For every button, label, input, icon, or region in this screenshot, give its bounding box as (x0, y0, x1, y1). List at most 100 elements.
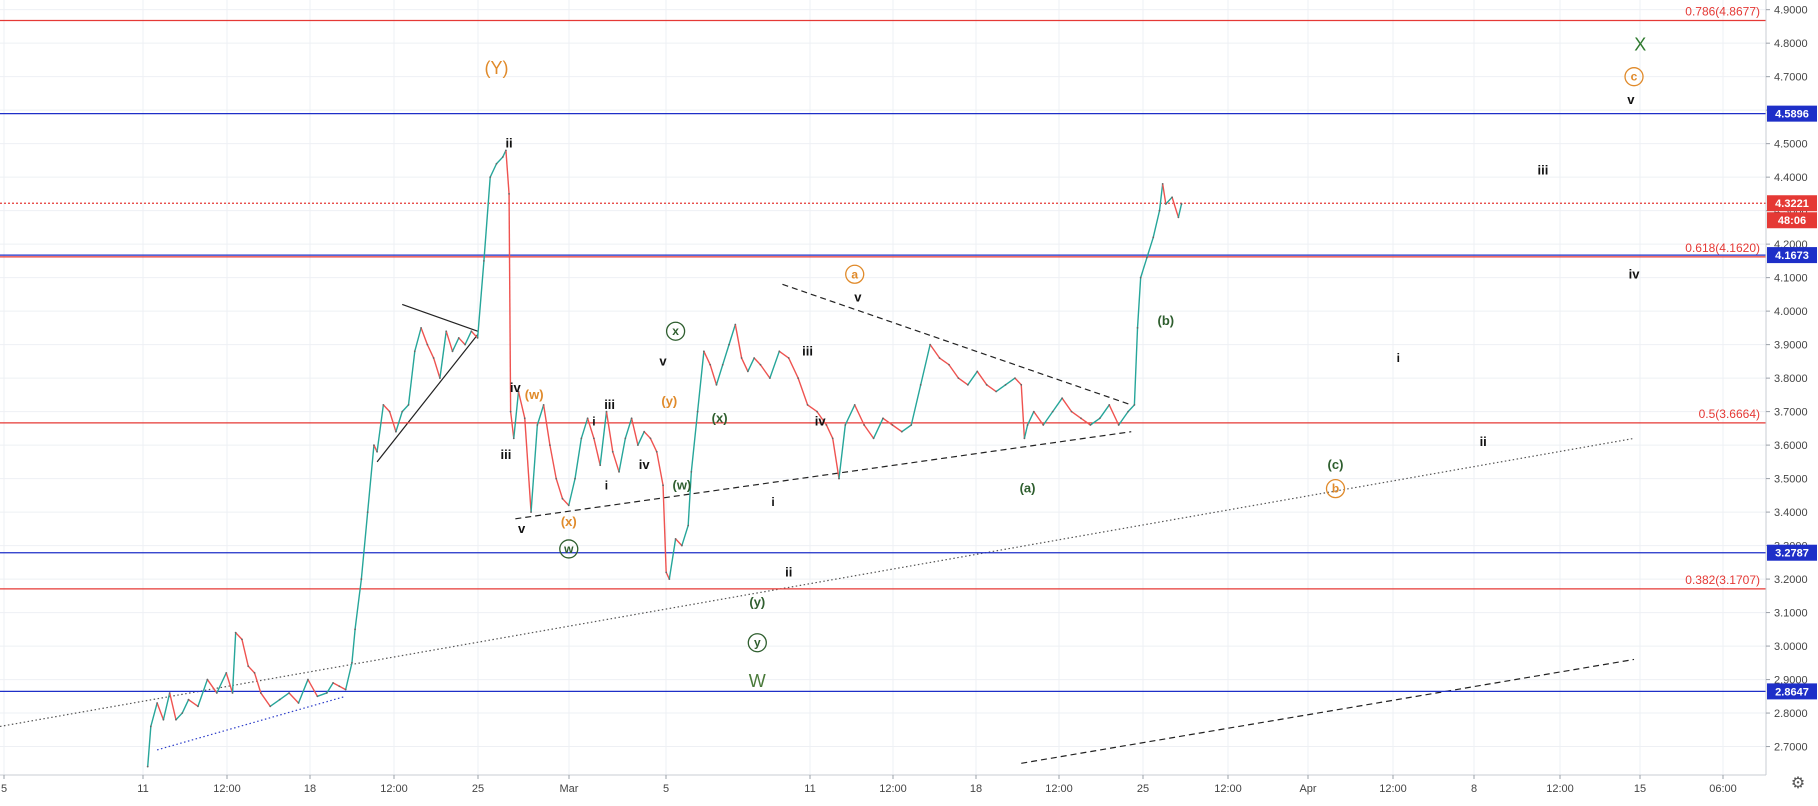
price-segment (995, 384, 1006, 393)
price-segment (929, 344, 941, 359)
price-point (929, 343, 932, 346)
price-axis-label: 3.5000 (1774, 474, 1808, 486)
trend-line-pennant-top (402, 303, 478, 332)
price-point (1042, 424, 1045, 426)
price-point (512, 437, 515, 440)
price-segment (1108, 404, 1120, 426)
price-segment (675, 538, 683, 547)
price-segment (354, 578, 363, 630)
price-point (630, 417, 633, 420)
price-segment (505, 150, 510, 194)
price-segment (656, 451, 664, 486)
price-point (1117, 424, 1120, 426)
trend-line-channel-dashed-bottom (1021, 658, 1635, 764)
price-segment (715, 364, 724, 386)
wave-label: iii (802, 343, 813, 358)
fib-level-label: 0.5(3.6664) (1699, 407, 1760, 421)
price-point (985, 383, 988, 386)
price-segment (395, 411, 403, 432)
settings-gear-icon[interactable]: ⚙ (1790, 775, 1806, 792)
price-segment (260, 692, 271, 707)
wave-label: i (605, 478, 608, 492)
price-segment (1020, 384, 1026, 439)
price-point (636, 444, 639, 447)
price-point (401, 410, 404, 413)
price-segment (495, 156, 504, 165)
price-segment (513, 391, 520, 439)
price-point (351, 661, 353, 664)
time-axis-label: 8 (1471, 783, 1477, 795)
price-point (593, 437, 595, 440)
price-segment (649, 438, 658, 453)
price-segment (593, 438, 601, 466)
price-point (523, 417, 526, 420)
price-segment (797, 377, 809, 406)
price-point (872, 437, 875, 440)
price-segment (709, 364, 718, 386)
price-segment (967, 371, 978, 386)
price-segment (197, 679, 209, 707)
price-segment (247, 665, 256, 674)
price-segment (426, 344, 435, 359)
price-point (332, 682, 334, 684)
price-segment (722, 344, 730, 365)
price-point (1177, 216, 1180, 219)
price-point (1070, 410, 1073, 413)
price-point (505, 149, 507, 152)
time-axis-label: 18 (970, 783, 982, 795)
price-point (605, 410, 608, 413)
time-axis-label: 11 (137, 783, 148, 795)
price-segment (1080, 417, 1091, 426)
price-point (957, 377, 960, 380)
price-point (1020, 383, 1023, 386)
price-segment (483, 177, 491, 261)
wave-label: v (854, 290, 862, 305)
price-segment (574, 438, 583, 479)
price-point (643, 430, 646, 433)
price-point (1136, 326, 1139, 329)
price-segment (206, 679, 218, 694)
price-point (407, 404, 410, 406)
price-segment (326, 682, 334, 694)
price-point (225, 671, 228, 674)
time-axis-label: Mar (560, 783, 579, 795)
price-segment (580, 418, 589, 439)
wave-label: (a) (1020, 481, 1036, 496)
wave-label: ii (785, 564, 792, 579)
price-point (1171, 196, 1173, 199)
price-segment (458, 337, 466, 346)
price-point (1133, 404, 1136, 406)
price-segment (939, 357, 950, 366)
wave-label: i (592, 415, 595, 429)
price-segment (568, 478, 576, 506)
price-point (618, 470, 620, 473)
price-segment (703, 351, 711, 366)
time-axis-label: 06:00 (1709, 783, 1737, 795)
price-point (759, 363, 762, 366)
price-segment (1161, 183, 1167, 205)
price-point (1108, 404, 1111, 406)
price-point (1127, 410, 1130, 413)
price-point (1146, 256, 1148, 259)
price-point (825, 424, 828, 426)
price-segment (586, 418, 595, 439)
price-point (382, 404, 385, 406)
wave-label: ii (1480, 434, 1487, 449)
price-segment (489, 163, 498, 178)
price-point (919, 383, 922, 386)
price-point (1089, 424, 1092, 426)
price-point (470, 330, 473, 333)
wave-label: (w) (672, 477, 691, 492)
price-segment (388, 411, 397, 432)
price-point (1164, 203, 1167, 205)
price-point (797, 377, 800, 380)
wave-label-circle (1325, 478, 1346, 499)
price-point (1098, 417, 1101, 420)
price-segment (414, 327, 422, 352)
price-segment (637, 431, 645, 446)
price-segment (778, 350, 790, 359)
wave-label: (y) (661, 394, 677, 409)
price-axis-label: 3.1000 (1774, 608, 1808, 620)
